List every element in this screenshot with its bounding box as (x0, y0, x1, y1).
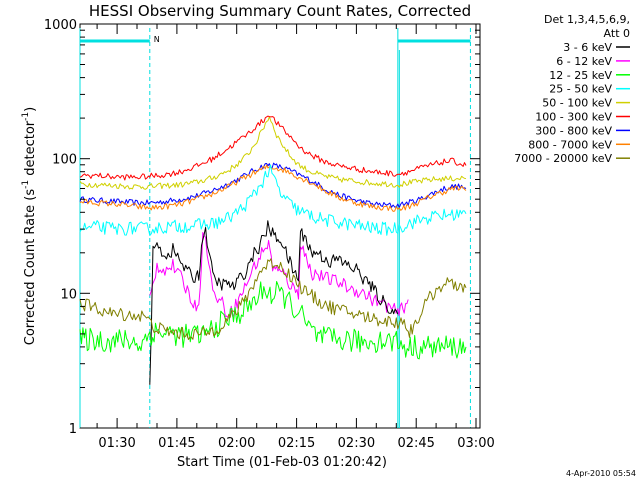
x-axis-label: Start Time (01-Feb-03 01:20:42) (177, 455, 387, 470)
x-tick-label: 02:45 (397, 436, 434, 451)
y-axis-label-mid: detector (23, 120, 38, 180)
y-axis-ticks: 1 10 100 1000 (44, 18, 480, 437)
x-axis-ticks: 01:30 01:45 02:00 02:15 02:30 02:45 03:00 (96, 24, 495, 451)
series-line-50-100-kev (79, 116, 467, 190)
legend-label: 7000 - 20000 keV (514, 152, 612, 165)
series-line-800-7000-kev (79, 164, 467, 212)
y-tick-label: 1000 (44, 18, 77, 33)
night-label-0: N (154, 35, 160, 44)
series-line-7000-20000-kev (79, 258, 467, 340)
y-axis-label-exp-2: -1 (21, 112, 31, 121)
series-line-25-50-kev (79, 164, 467, 236)
legend-label: 12 - 25 keV (549, 69, 612, 82)
legend-label: 800 - 7000 keV (528, 138, 612, 151)
y-axis-label-exp-1: -1 (21, 180, 31, 189)
series-group (79, 115, 467, 385)
legend-label: 6 - 12 keV (556, 55, 612, 68)
x-tick-label: 03:00 (457, 436, 494, 451)
x-tick-label: 02:15 (278, 436, 315, 451)
series-line-12-25-kev (79, 281, 467, 360)
chart-title: HESSI Observing Summary Count Rates, Cor… (89, 2, 471, 20)
y-tick-label: 1 (69, 422, 77, 437)
legend-label: 300 - 800 keV (535, 124, 612, 137)
legend-label: 3 - 6 keV (563, 41, 612, 54)
y-axis-label-main: Corrected Count Rate (s (23, 189, 38, 346)
x-tick-label: 01:30 (98, 436, 135, 451)
series-line-100-300-kev (79, 115, 467, 181)
y-tick-label: 10 (60, 287, 77, 302)
legend-header-detectors: Det 1,3,4,5,6,9, (544, 13, 630, 26)
legend-label: 100 - 300 keV (535, 111, 612, 124)
x-tick-label: 02:00 (218, 436, 255, 451)
legend-header-attenuator: Att 0 (604, 27, 630, 40)
series-line-3-6-kev (149, 220, 399, 385)
y-axis-label: Corrected Count Rate (s-1 detector-1) (21, 107, 38, 345)
y-tick-label: 100 (52, 153, 77, 168)
x-tick-label: 02:30 (338, 436, 375, 451)
generation-timestamp: 4-Apr-2010 05:54 (566, 469, 636, 478)
legend-label: 25 - 50 keV (549, 83, 612, 96)
x-tick-label: 01:45 (158, 436, 195, 451)
y-axis-label-end: ) (23, 107, 38, 112)
legend-label: 50 - 100 keV (542, 97, 612, 110)
